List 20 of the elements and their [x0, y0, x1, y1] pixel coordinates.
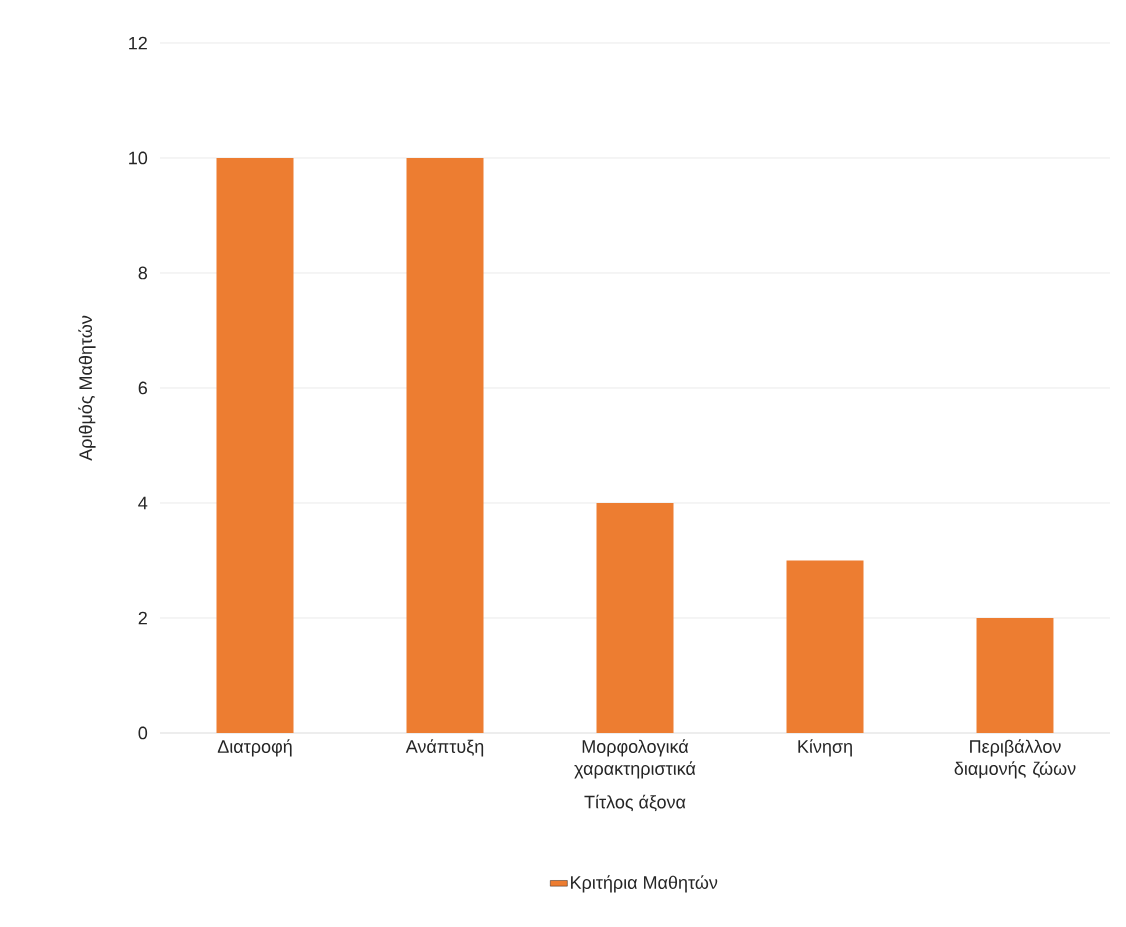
- bar: [596, 503, 674, 733]
- bar: [406, 158, 484, 733]
- bar: [786, 560, 864, 733]
- x-tick-label: Ανάπτυξη: [405, 739, 484, 757]
- x-axis-title: Τίτλος άξονα: [584, 794, 686, 812]
- y-axis-title: Αριθμός Μαθητών: [78, 315, 96, 461]
- y-tick-label: 4: [138, 496, 148, 510]
- x-tick-label: Διατροφή: [217, 739, 292, 757]
- y-tick-label: 10: [129, 151, 148, 165]
- y-tick-label: 2: [138, 611, 147, 625]
- y-tick-label: 12: [129, 36, 147, 50]
- y-tick-label: 6: [138, 381, 148, 395]
- x-tick-label: Περιβάλλον διαμονής ζώων: [954, 739, 1076, 779]
- x-tick-label: Μορφολογικά χαρακτηριστικά: [574, 739, 696, 779]
- legend-label: Κριτήρια Μαθητών: [571, 875, 718, 893]
- bar: [976, 618, 1054, 733]
- y-tick-label: 8: [138, 266, 148, 280]
- x-tick-label: Κίνηση: [798, 739, 852, 757]
- bar: [216, 158, 294, 733]
- y-tick-label: 0: [138, 726, 148, 740]
